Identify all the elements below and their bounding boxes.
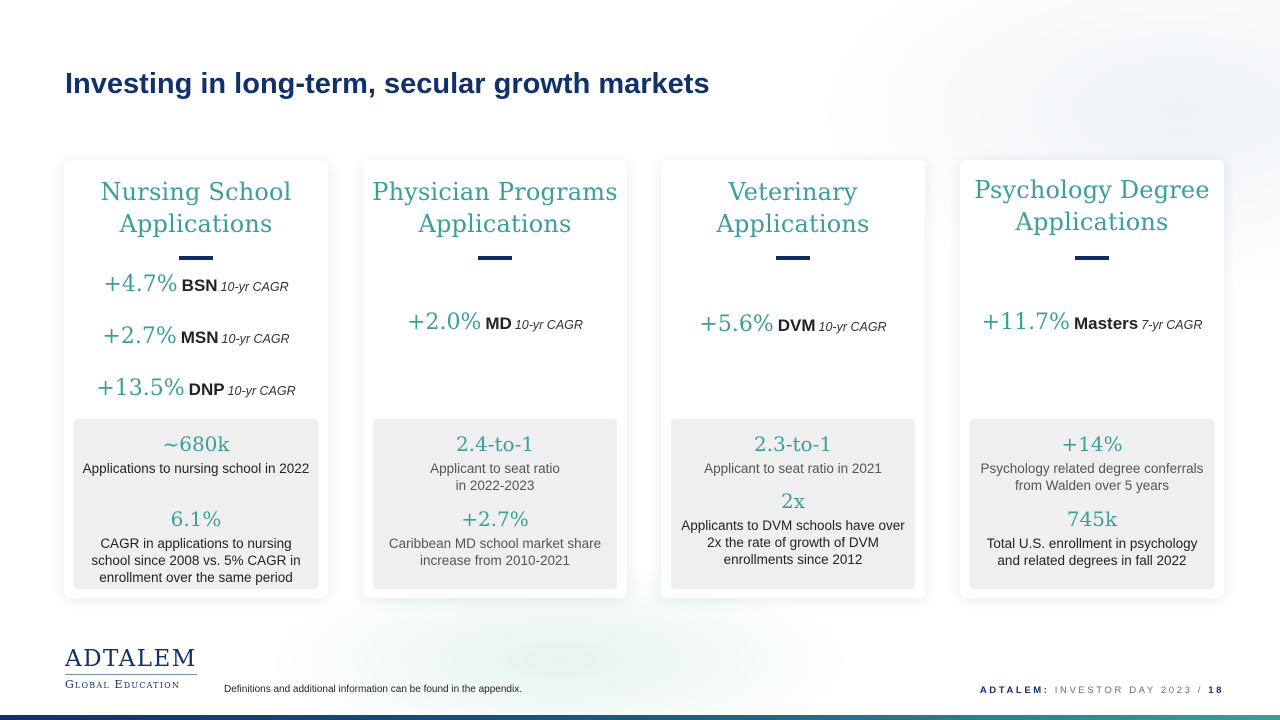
card-title-line2: Applications — [1015, 208, 1169, 236]
stat-value: 2.3-to-1 — [753, 432, 833, 456]
stat-description: Caribbean MD school market share increas… — [388, 536, 602, 568]
metric-note: 10-yr CAGR — [220, 280, 289, 294]
card-title: Physician Programs Applications — [363, 176, 627, 240]
stat-value: +14% — [1061, 432, 1123, 456]
metric-value: +4.7% — [103, 272, 178, 297]
footer-event-label: ADTALEM: INVESTOR DAY 2023 / 18 — [980, 685, 1224, 696]
card-title: Psychology Degree Applications — [960, 174, 1224, 238]
footer-event: INVESTOR DAY 2023 — [1054, 685, 1193, 696]
logo-tagline: Global Education — [65, 674, 197, 691]
stat-box: +14% Psychology related degree conferral… — [970, 419, 1214, 589]
bottom-accent-bar — [0, 715, 1280, 720]
card-psychology: Psychology Degree Applications +11.7% Mas… — [960, 160, 1224, 598]
metric-value: +2.0% — [407, 310, 482, 335]
stat-value: +2.7% — [461, 507, 529, 531]
stat-box: 2.4-to-1 Applicant to seat ratio in 2022… — [373, 419, 617, 589]
page-number: 18 — [1208, 685, 1224, 696]
page-title: Investing in long-term, secular growth m… — [65, 68, 710, 100]
metric-value: +5.6% — [699, 312, 774, 337]
card-title-line2: Applications — [418, 210, 572, 238]
stat-box: ~680k Applications to nursing school in … — [74, 419, 318, 589]
metric-note: 10-yr CAGR — [227, 384, 296, 398]
card-physician: Physician Programs Applications +2.0% MD 1… — [363, 160, 627, 598]
title-divider — [776, 256, 810, 260]
stat-description: Psychology related degree conferrals fro… — [980, 461, 1204, 493]
stat-box: 2.3-to-1 Applicant to seat ratio in 2021… — [671, 419, 915, 589]
metric-note: 10-yr CAGR — [514, 318, 583, 332]
card-nursing: Nursing School Applications +4.7% BSN 10-y… — [64, 160, 328, 598]
metric-name: MD — [485, 314, 512, 333]
metric-value: +11.7% — [981, 310, 1070, 335]
metric-name: DVM — [777, 316, 816, 335]
title-divider — [478, 256, 512, 260]
card-title-line2: Applications — [716, 210, 870, 238]
card-title-line2: Applications — [119, 210, 273, 238]
metric-note: 10-yr CAGR — [818, 320, 887, 334]
metric-value: +13.5% — [96, 376, 185, 401]
card-title-line1: Physician Programs — [372, 178, 618, 206]
title-divider — [179, 256, 213, 260]
footnote: Definitions and additional information c… — [224, 684, 522, 695]
footer-separator: / — [1197, 685, 1203, 696]
metric-name: Masters — [1073, 314, 1139, 333]
metric-note: 10-yr CAGR — [221, 332, 290, 346]
card-title-line1: Psychology Degree — [974, 176, 1210, 204]
metric-name: DNP — [188, 380, 225, 399]
stat-description: CAGR in applications to nursing school s… — [91, 536, 301, 585]
stat-description-line1: Applicant to seat ratio — [430, 461, 560, 476]
stat-value: 6.1% — [170, 507, 222, 531]
footer-brand: ADTALEM: — [979, 685, 1050, 696]
stat-value: 745k — [1066, 507, 1118, 531]
card-title-line1: Nursing School — [100, 178, 292, 206]
metric-value: +2.7% — [102, 324, 177, 349]
metric-name: BSN — [181, 276, 218, 295]
title-divider — [1075, 256, 1109, 260]
stat-value: 2x — [780, 489, 805, 513]
metric-dnp: +13.5% DNP 10-yr CAGR — [64, 376, 328, 401]
card-title: Nursing School Applications — [64, 176, 328, 240]
metric-bsn: +4.7% BSN 10-yr CAGR — [64, 272, 328, 297]
card-veterinary: Veterinary Applications +5.6% DVM 10-yr CA… — [661, 160, 925, 598]
adtalem-logo: ADTALEM Global Education — [65, 646, 197, 691]
stat-value: ~680k — [162, 432, 230, 456]
metric-msn: +2.7% MSN 10-yr CAGR — [64, 324, 328, 349]
stat-description: Applicants to DVM schools have over 2x t… — [681, 518, 905, 567]
stat-description: Applicant to seat ratio in 2022-2023 — [379, 460, 611, 494]
metric-md: +2.0% MD 10-yr CAGR — [363, 310, 627, 335]
stat-value: 2.4-to-1 — [455, 432, 535, 456]
metric-masters: +11.7% Masters 7-yr CAGR — [960, 310, 1224, 335]
metric-name: MSN — [180, 328, 219, 347]
stat-description: Applicant to seat ratio in 2021 — [704, 461, 882, 476]
stat-description: Total U.S. enrollment in psychology and … — [986, 536, 1198, 568]
logo-wordmark: ADTALEM — [65, 646, 197, 672]
metric-note: 7-yr CAGR — [1141, 318, 1203, 332]
stat-description-line2: in 2022-2023 — [455, 478, 535, 493]
metric-dvm: +5.6% DVM 10-yr CAGR — [661, 312, 925, 337]
card-title: Veterinary Applications — [661, 176, 925, 240]
card-title-line1: Veterinary — [728, 178, 858, 206]
stat-description: Applications to nursing school in 2022 — [82, 461, 310, 476]
